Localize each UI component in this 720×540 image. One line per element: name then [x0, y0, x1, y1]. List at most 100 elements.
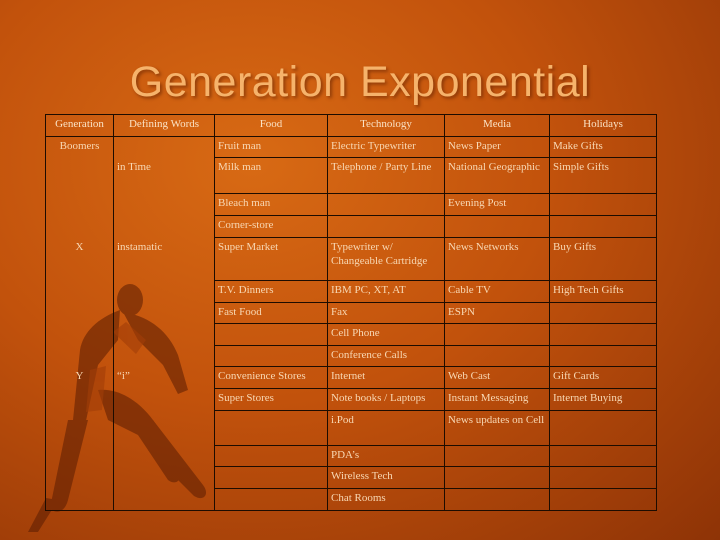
technology-cell: Internet: [327, 366, 445, 389]
holidays-cell: High Tech Gifts: [549, 280, 657, 303]
media-cell: Cable TV: [444, 280, 550, 303]
holidays-cell: [549, 215, 657, 238]
holidays-cell: [549, 410, 657, 446]
media-cell: Evening Post: [444, 193, 550, 216]
technology-cell: Electric Typewriter: [327, 136, 445, 158]
holidays-cell: [549, 466, 657, 489]
table-row: T.V. Dinners IBM PC, XT, AT Cable TV Hig…: [45, 280, 657, 303]
media-cell: [444, 215, 550, 238]
defining-words-cell: [113, 280, 215, 303]
food-cell: Super Stores: [214, 388, 328, 411]
generation-cell: [45, 410, 114, 446]
holidays-cell: Make Gifts: [549, 136, 657, 158]
food-cell: [214, 345, 328, 367]
defining-words-cell: [113, 215, 215, 238]
food-cell: Super Market: [214, 237, 328, 281]
technology-cell: [327, 193, 445, 216]
food-cell: [214, 445, 328, 467]
holidays-cell: [549, 488, 657, 511]
technology-cell: PDA’s: [327, 445, 445, 467]
table-row: Fast Food Fax ESPN: [45, 302, 657, 324]
defining-words-cell: in Time: [113, 157, 215, 194]
technology-cell: i.Pod: [327, 410, 445, 446]
media-cell: ESPN: [444, 302, 550, 324]
media-cell: News Networks: [444, 237, 550, 281]
header-food: Food: [214, 114, 328, 137]
table-header-row: Generation Defining Words Food Technolog…: [45, 114, 657, 137]
technology-cell: Conference Calls: [327, 345, 445, 367]
food-cell: Fast Food: [214, 302, 328, 324]
defining-words-cell: [113, 388, 215, 411]
generation-cell: [45, 193, 114, 216]
media-cell: Web Cast: [444, 366, 550, 389]
generation-cell: [45, 215, 114, 238]
table-row: Wireless Tech: [45, 466, 657, 489]
media-cell: [444, 345, 550, 367]
technology-cell: Note books / Laptops: [327, 388, 445, 411]
generation-cell: [45, 488, 114, 511]
food-cell: T.V. Dinners: [214, 280, 328, 303]
defining-words-cell: [113, 193, 215, 216]
defining-words-cell: [113, 323, 215, 346]
defining-words-cell: [113, 410, 215, 446]
food-cell: [214, 323, 328, 346]
generation-cell: [45, 302, 114, 324]
food-cell: Convenience Stores: [214, 366, 328, 389]
media-cell: [444, 445, 550, 467]
holidays-cell: Gift Cards: [549, 366, 657, 389]
table-row: Y “i” Convenience Stores Internet Web Ca…: [45, 366, 657, 389]
technology-cell: Chat Rooms: [327, 488, 445, 511]
generation-cell: Boomers: [45, 136, 114, 158]
media-cell: Instant Messaging: [444, 388, 550, 411]
media-cell: [444, 488, 550, 511]
slide-title: Generation Exponential: [129, 58, 591, 106]
generation-cell: X: [45, 237, 114, 281]
generation-cell: [45, 157, 114, 194]
table-row: Chat Rooms: [45, 488, 657, 511]
generation-cell: [45, 445, 114, 467]
media-cell: News Paper: [444, 136, 550, 158]
generation-cell: [45, 345, 114, 367]
food-cell: [214, 488, 328, 511]
defining-words-cell: [113, 136, 215, 158]
food-cell: Fruit man: [214, 136, 328, 158]
defining-words-cell: [113, 302, 215, 324]
technology-cell: Telephone / Party Line: [327, 157, 445, 194]
holidays-cell: Internet Buying: [549, 388, 657, 411]
table-row: X instamatic Super Market Typewriter w/ …: [45, 237, 657, 281]
food-cell: Bleach man: [214, 193, 328, 216]
technology-cell: Cell Phone: [327, 323, 445, 346]
media-cell: News updates on Cell: [444, 410, 550, 446]
table-row: i.Pod News updates on Cell: [45, 410, 657, 446]
defining-words-cell: “i”: [113, 366, 215, 389]
generation-cell: [45, 466, 114, 489]
media-cell: National Geographic: [444, 157, 550, 194]
table-row: Cell Phone: [45, 323, 657, 346]
table-row: Conference Calls: [45, 345, 657, 367]
table-row: Bleach man Evening Post: [45, 193, 657, 216]
food-cell: Milk man: [214, 157, 328, 194]
defining-words-cell: [113, 488, 215, 511]
technology-cell: [327, 215, 445, 238]
holidays-cell: Simple Gifts: [549, 157, 657, 194]
table-row: PDA’s: [45, 445, 657, 467]
defining-words-cell: instamatic: [113, 237, 215, 281]
header-technology: Technology: [327, 114, 445, 137]
media-cell: [444, 466, 550, 489]
table-row: Boomers Fruit man Electric Typewriter Ne…: [45, 136, 657, 158]
table-row: Super Stores Note books / Laptops Instan…: [45, 388, 657, 411]
media-cell: [444, 323, 550, 346]
header-defining-words: Defining Words: [113, 114, 215, 137]
generation-cell: [45, 323, 114, 346]
holidays-cell: [549, 302, 657, 324]
generation-cell: [45, 388, 114, 411]
holidays-cell: [549, 323, 657, 346]
defining-words-cell: [113, 466, 215, 489]
generation-table: Generation Defining Words Food Technolog…: [45, 114, 657, 511]
food-cell: [214, 466, 328, 489]
generation-cell: [45, 280, 114, 303]
technology-cell: IBM PC, XT, AT: [327, 280, 445, 303]
header-generation: Generation: [45, 114, 114, 137]
generation-cell: Y: [45, 366, 114, 389]
table-row: Corner-store: [45, 215, 657, 238]
